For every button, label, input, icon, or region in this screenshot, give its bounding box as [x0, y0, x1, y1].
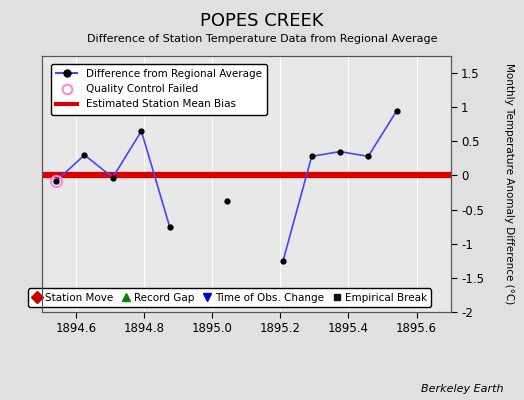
- Text: Difference of Station Temperature Data from Regional Average: Difference of Station Temperature Data f…: [87, 34, 437, 44]
- Text: Berkeley Earth: Berkeley Earth: [421, 384, 503, 394]
- Legend: Station Move, Record Gap, Time of Obs. Change, Empirical Break: Station Move, Record Gap, Time of Obs. C…: [28, 288, 431, 307]
- Y-axis label: Monthly Temperature Anomaly Difference (°C): Monthly Temperature Anomaly Difference (…: [504, 63, 514, 305]
- Text: POPES CREEK: POPES CREEK: [200, 12, 324, 30]
